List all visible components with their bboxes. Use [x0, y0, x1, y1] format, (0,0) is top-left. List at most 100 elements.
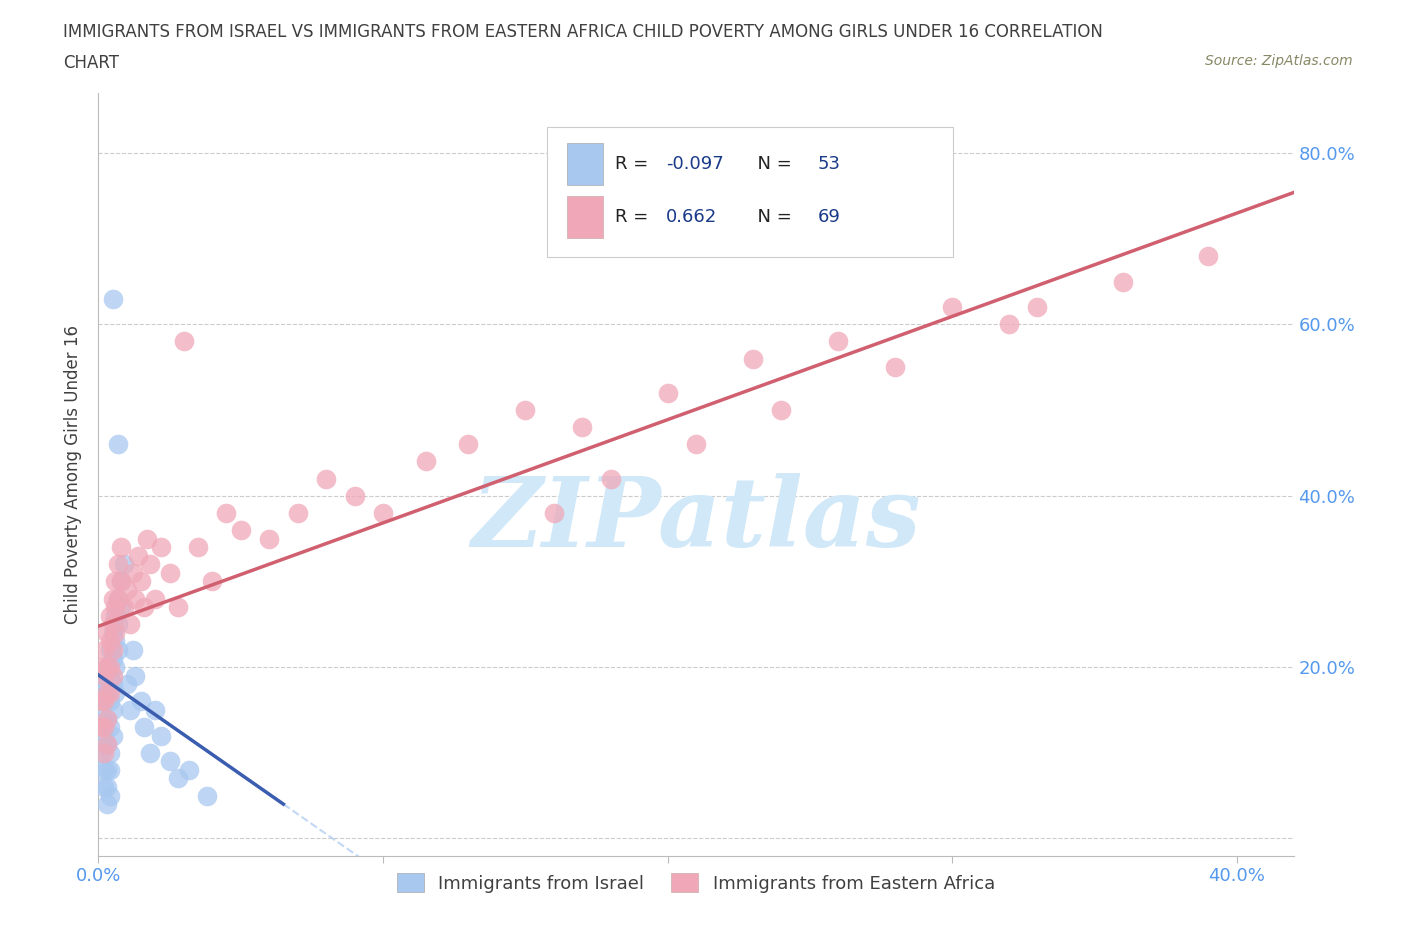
Point: [110, 574, 132, 589]
Point: [96, 659, 118, 674]
Point: [124, 669, 146, 684]
Point: [96, 685, 118, 700]
Point: [343, 488, 366, 503]
Point: [93, 720, 115, 735]
Point: [1112, 274, 1135, 289]
Point: [127, 549, 149, 564]
Point: [90, 720, 112, 735]
Point: [93, 694, 115, 709]
Point: [90, 659, 112, 674]
Point: [112, 557, 135, 572]
Point: [96, 711, 118, 726]
Point: [118, 617, 141, 631]
Point: [98, 745, 121, 760]
Point: [96, 659, 118, 674]
Point: [93, 669, 115, 684]
Point: [138, 745, 160, 760]
Point: [107, 591, 129, 606]
Text: 53: 53: [818, 155, 841, 173]
Point: [101, 677, 124, 692]
Point: [685, 437, 707, 452]
Text: N =: N =: [747, 208, 797, 226]
Point: [101, 291, 124, 306]
Point: [415, 454, 437, 469]
Point: [657, 385, 679, 400]
Point: [93, 677, 115, 692]
Point: [371, 505, 394, 520]
Point: [159, 565, 181, 580]
Point: [93, 669, 115, 684]
Point: [124, 591, 146, 606]
Point: [1197, 248, 1219, 263]
Point: [121, 643, 143, 658]
Point: [101, 702, 124, 717]
Point: [107, 617, 129, 631]
Point: [121, 565, 143, 580]
Point: [132, 600, 155, 615]
Text: Source: ZipAtlas.com: Source: ZipAtlas.com: [1205, 54, 1353, 68]
Point: [93, 779, 115, 794]
Point: [101, 591, 124, 606]
FancyBboxPatch shape: [547, 127, 953, 257]
Legend: Immigrants from Israel, Immigrants from Eastern Africa: Immigrants from Israel, Immigrants from …: [389, 866, 1002, 900]
Point: [112, 600, 135, 615]
Text: IMMIGRANTS FROM ISRAEL VS IMMIGRANTS FROM EASTERN AFRICA CHILD POVERTY AMONG GIR: IMMIGRANTS FROM ISRAEL VS IMMIGRANTS FRO…: [63, 23, 1104, 41]
Point: [96, 711, 118, 726]
Point: [138, 557, 160, 572]
Point: [167, 771, 190, 786]
Point: [1026, 299, 1049, 314]
Point: [93, 763, 115, 777]
Text: ZIPatlas: ZIPatlas: [471, 473, 921, 567]
Point: [599, 472, 621, 486]
Point: [173, 334, 195, 349]
Point: [187, 539, 209, 554]
Point: [101, 617, 124, 631]
Point: [150, 728, 173, 743]
Point: [101, 728, 124, 743]
Bar: [567, 142, 603, 184]
Point: [201, 574, 224, 589]
Point: [98, 608, 121, 623]
Point: [104, 685, 127, 700]
Point: [827, 334, 849, 349]
Point: [195, 789, 218, 804]
Point: [150, 539, 173, 554]
Point: [107, 437, 129, 452]
Point: [215, 505, 238, 520]
Text: 0.662: 0.662: [666, 208, 717, 226]
Point: [90, 745, 112, 760]
Point: [107, 643, 129, 658]
Point: [159, 754, 181, 769]
Point: [98, 634, 121, 649]
Point: [107, 591, 129, 606]
Point: [96, 737, 118, 751]
Point: [115, 677, 138, 692]
Point: [110, 600, 132, 615]
Point: [118, 702, 141, 717]
Point: [96, 685, 118, 700]
Point: [96, 779, 118, 794]
Point: [135, 531, 157, 546]
Point: [104, 659, 127, 674]
Point: [110, 574, 132, 589]
Point: [90, 685, 112, 700]
Point: [90, 711, 112, 726]
Point: [143, 702, 166, 717]
Point: [101, 651, 124, 666]
Point: [770, 403, 793, 418]
Point: [315, 472, 337, 486]
Point: [110, 539, 132, 554]
Point: [167, 600, 190, 615]
Text: R =: R =: [614, 208, 659, 226]
Point: [143, 591, 166, 606]
Point: [98, 659, 121, 674]
Point: [115, 582, 138, 597]
Point: [101, 669, 124, 684]
Point: [93, 745, 115, 760]
Point: [515, 403, 537, 418]
Text: -0.097: -0.097: [666, 155, 724, 173]
Bar: [567, 196, 603, 238]
Point: [104, 600, 127, 615]
Point: [101, 625, 124, 640]
Point: [543, 505, 565, 520]
